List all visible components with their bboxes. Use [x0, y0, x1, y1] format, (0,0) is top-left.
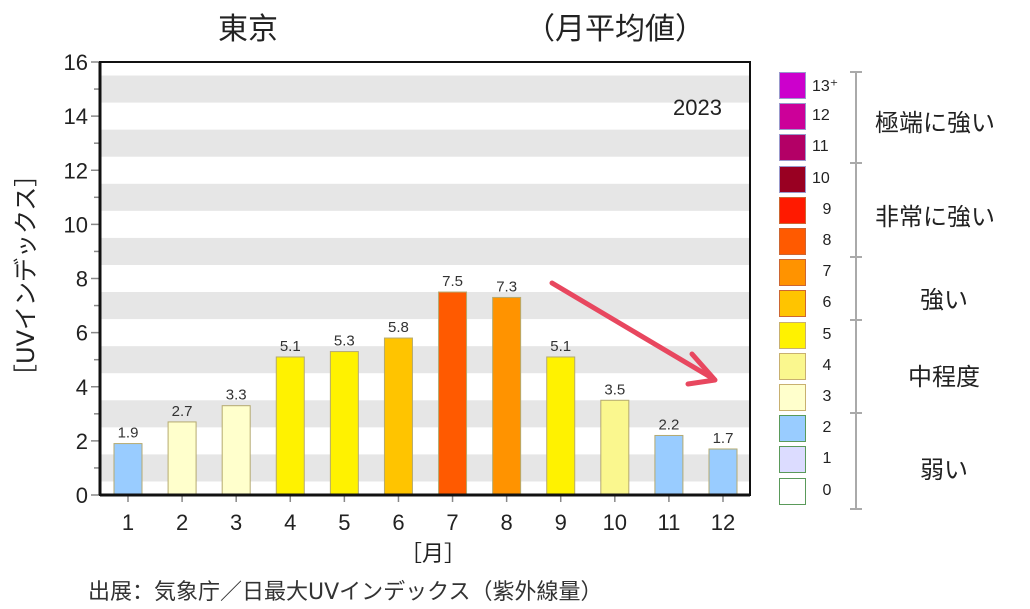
- source-caption: 出展：気象庁／日最大UVインデックス（紫外線量）: [88, 580, 603, 605]
- grid-band: [100, 183, 750, 211]
- x-tick-label: 6: [392, 510, 404, 535]
- grid-band: [100, 454, 750, 482]
- x-tick-label: 11: [657, 510, 680, 535]
- bar-value-label: 7.5: [442, 273, 463, 290]
- grid-band: [100, 129, 750, 157]
- bar-month-7: [438, 291, 468, 496]
- bar-month-11: [654, 434, 684, 496]
- grid-band: [100, 237, 750, 265]
- bar-month-3: [221, 405, 251, 496]
- chart-title-city: 東京: [218, 12, 278, 47]
- x-tick-label: 2: [176, 510, 188, 535]
- x-tick-label: 7: [446, 510, 458, 535]
- x-tick-label: 9: [555, 510, 567, 535]
- bar-value-label: 3.5: [604, 381, 625, 398]
- x-axis-ticks: 1 2 3 4 5 6 7 8 9 10 11 12: [122, 495, 735, 535]
- x-tick-label: 1: [122, 510, 134, 535]
- bars: 1.9 2.7 3.3 5.1 5.3 5.8 7.5 7.3 5.1 3.5 2.2 1.7: [113, 273, 738, 496]
- x-tick-label: 5: [338, 510, 350, 535]
- y-tick-label: 10: [64, 212, 88, 237]
- y-tick-label: 4: [76, 375, 88, 400]
- grid-band: [100, 75, 750, 103]
- y-tick-label: 0: [76, 483, 88, 508]
- y-axis-ticks: 0 2 4 6 8 10 12 14 16: [64, 50, 100, 508]
- plot-frame: [99, 61, 751, 496]
- x-tick-label: 8: [501, 510, 513, 535]
- bar-value-label: 5.1: [550, 338, 571, 355]
- chart-title-subtitle: （月平均値）: [525, 12, 705, 47]
- x-tick-label: 10: [603, 510, 627, 535]
- bar-value-label: 1.9: [118, 425, 139, 442]
- y-tick-label: 12: [64, 158, 88, 183]
- x-axis-label: ［月］: [400, 542, 467, 567]
- bar-value-label: 5.3: [334, 333, 355, 350]
- bar-month-12: [708, 448, 738, 496]
- bar-month-4: [275, 356, 305, 496]
- x-tick-label: 3: [230, 510, 242, 535]
- y-tick-label: 8: [76, 267, 88, 292]
- bar-value-label: 5.1: [280, 338, 301, 355]
- bar-value-label: 1.7: [713, 430, 734, 447]
- bar-value-label: 7.3: [496, 278, 517, 295]
- bar-month-2: [167, 421, 197, 496]
- bar-value-label: 5.8: [388, 319, 409, 336]
- bar-month-9: [546, 356, 576, 496]
- y-tick-label: 16: [64, 50, 88, 75]
- bar-month-5: [329, 351, 359, 496]
- grid-band: [100, 346, 750, 374]
- bar-value-label: 3.3: [226, 387, 247, 404]
- grid-bands: [100, 75, 750, 482]
- bar-month-1: [113, 443, 143, 496]
- bar-month-8: [492, 296, 522, 496]
- bar-month-10: [600, 399, 630, 496]
- y-tick-label: 2: [76, 429, 88, 454]
- trend-arrow-icon: [549, 280, 718, 387]
- year-label: 2023: [673, 95, 722, 120]
- bar-value-label: 2.2: [658, 416, 679, 433]
- grid-band: [100, 292, 750, 320]
- x-tick-label: 12: [711, 510, 735, 535]
- grid-band: [100, 400, 750, 428]
- bar-value-label: 2.7: [172, 403, 193, 420]
- y-tick-label: 6: [76, 321, 88, 346]
- bar-month-6: [383, 337, 413, 496]
- x-tick-label: 4: [284, 510, 296, 535]
- y-tick-label: 14: [64, 104, 88, 129]
